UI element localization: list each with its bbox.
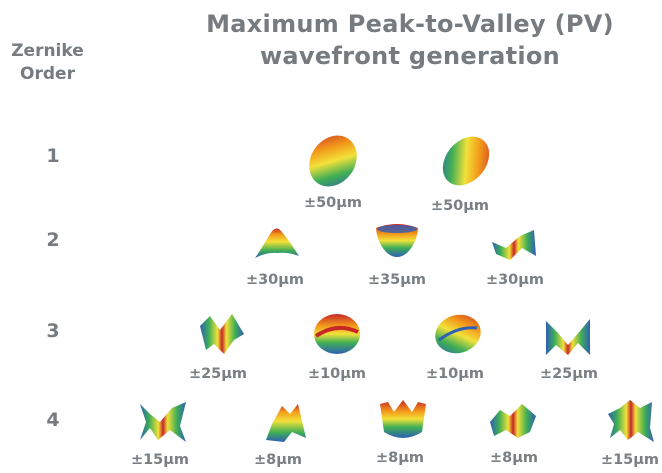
pv-label-z4-a: ±15μm [130, 452, 190, 468]
pv-label-z4-e: ±15μm [600, 452, 660, 468]
pv-label-z4-b: ±8μm [253, 452, 303, 468]
row-header-label: Zernike Order [11, 41, 84, 84]
surface-z1-tilt-y [438, 135, 494, 187]
surface-z3-trefoil-b [544, 315, 594, 359]
order-1-label: 1 [46, 145, 60, 167]
surface-z4-astig2-a [262, 400, 308, 444]
pv-label-z1-b: ±50μm [430, 198, 490, 214]
surface-z3-trefoil-a [198, 310, 248, 358]
surface-z4-tetrafoil-a [138, 398, 188, 444]
pv-label-z2-a: ±30μm [245, 272, 305, 288]
pv-label-z3-c: ±10μm [425, 366, 485, 382]
pv-label-z3-b: ±10μm [307, 366, 367, 382]
surface-z2-astig-b [490, 226, 538, 264]
pv-label-z3-d: ±25μm [539, 366, 599, 382]
surface-z1-tilt-x [305, 135, 361, 187]
surface-z3-coma-b [433, 312, 483, 356]
pv-label-z2-b: ±35μm [367, 272, 427, 288]
surface-z2-defocus [372, 222, 422, 262]
surface-z2-astig-a [252, 222, 302, 262]
surface-z4-spherical [378, 398, 428, 444]
order-4-label: 4 [46, 409, 60, 431]
pv-label-z4-c: ±8μm [375, 450, 425, 466]
surface-z4-tetrafoil-b [606, 398, 656, 444]
pv-label-z3-a: ±25μm [188, 366, 248, 382]
order-3-label: 3 [46, 320, 60, 342]
pv-label-z2-c: ±30μm [485, 272, 545, 288]
surface-z4-astig2-b [488, 402, 538, 442]
pv-label-z1-a: ±50μm [303, 195, 363, 211]
chart-title: Maximum Peak-to-Valley (PV) wavefront ge… [206, 10, 614, 70]
pv-label-z4-d: ±8μm [489, 450, 539, 466]
order-2-label: 2 [46, 229, 60, 251]
surface-z3-coma-a [312, 312, 362, 356]
